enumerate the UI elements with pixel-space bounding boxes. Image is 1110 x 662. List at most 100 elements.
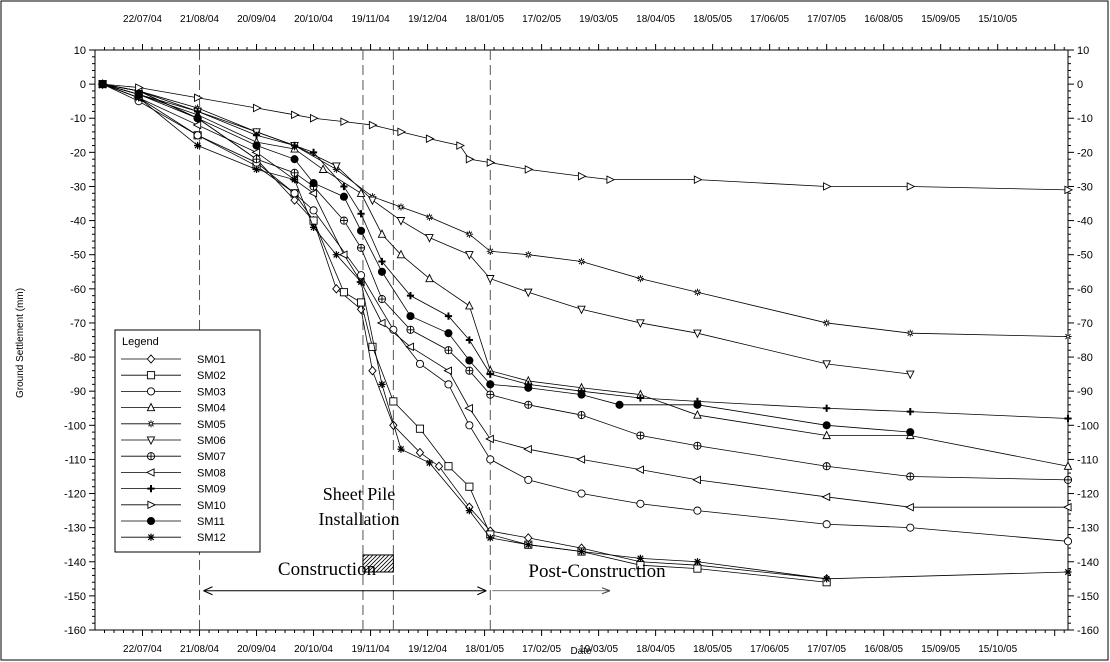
data-point-sm02 [368,342,377,351]
y-tick-label-left: -140 [64,557,86,569]
data-point-sm09 [194,107,202,116]
data-point-sm07 [524,401,532,409]
data-point-sm10 [135,83,144,92]
y-tick-label-left: -80 [70,352,86,364]
x-tick-label-top: 15/09/05 [921,14,960,25]
y-tick-label-left: -60 [70,284,86,296]
y-tick-label-right: -140 [1077,557,1099,569]
x-tick-label-bottom: 17/07/05 [807,644,846,655]
post-construction-label: Post-Construction [528,561,666,582]
data-point-sm08 [821,492,831,502]
data-point-sm04 [425,273,434,283]
data-point-sm06 [905,370,915,380]
data-point-sm04 [318,164,328,173]
x-tick-label-top: 19/03/05 [579,14,618,25]
data-point-sm02 [444,462,453,471]
x-tick-label-top: 18/04/05 [636,14,675,25]
data-point-sm10 [693,175,703,184]
data-point-sm03 [465,421,474,430]
data-point-sm11 [377,267,387,276]
series-sm07 [98,80,1073,484]
data-point-sm08 [192,120,202,130]
data-point-sm12 [1064,568,1072,576]
legend-marker-sm07 [147,452,155,460]
data-point-sm01 [389,420,398,431]
data-point-sm09 [252,131,261,139]
data-point-sm03 [577,489,586,498]
data-point-sm03 [486,455,495,464]
x-tick-label-bottom: 20/09/04 [237,644,276,655]
y-tick-label-left: -40 [70,216,86,228]
legend-label-sm08: SM08 [197,467,226,479]
x-tick-label-bottom: 21/08/04 [180,644,219,655]
y-tick-label-right: -10 [1077,113,1093,125]
legend-label-sm01: SM01 [197,354,226,366]
x-tick-label-top: 20/09/04 [237,14,276,25]
data-point-sm07 [357,244,365,252]
x-tick-label-bottom: 19/11/04 [351,644,390,655]
data-point-sm06 [465,251,474,260]
data-point-sm12 [486,534,494,542]
y-tick-label-right: -90 [1077,386,1093,398]
legend-marker-sm01 [146,354,156,364]
y-tick-label-left: -20 [70,147,86,159]
data-point-sm03 [693,506,702,515]
data-point-sm08 [251,148,261,157]
data-point-sm12 [135,94,143,102]
y-tick-label-left: -30 [70,181,86,193]
construction-arrowhead-left [203,586,213,596]
data-point-sm12 [309,223,318,232]
data-point-sm10 [524,165,534,174]
data-point-sm03 [290,189,299,198]
legend-label-sm03: SM03 [197,386,226,398]
x-tick-label-top: 20/10/04 [294,14,333,25]
legend-label-sm02: SM02 [197,370,226,382]
y-tick-label-left: -110 [65,454,86,466]
data-point-sm11 [577,390,586,399]
data-point-sm03 [193,131,202,140]
data-point-sm10 [340,117,350,126]
data-point-sm03 [1063,537,1073,546]
legend-label-sm12: SM12 [197,532,226,544]
sheet-pile-label-line2: Installation [319,509,400,529]
data-point-sm02 [339,288,349,297]
x-tick-label-top: 19/12/04 [408,14,447,25]
legend-label-sm07: SM07 [197,451,226,463]
data-point-sm08 [308,188,318,198]
series-sm11 [98,80,915,437]
data-point-sm01 [368,365,377,376]
x-tick-label-top: 17/06/05 [750,14,789,25]
y-tick-label-left: -100 [64,420,86,432]
y-tick-label-right: -120 [1077,489,1099,501]
data-point-sm09 [1064,414,1072,423]
series-line-sm05 [102,83,1069,337]
y-tick-label-left: -90 [70,386,86,398]
x-tick-label-bottom: 15/09/05 [921,644,960,655]
y-tick-label-right: -20 [1077,147,1093,159]
data-point-sm06 [577,305,586,315]
x-tick-label-bottom: 16/08/05 [864,644,903,655]
series-line-sm08 [102,83,1068,508]
x-tick-label-top: 17/07/05 [807,14,846,25]
data-point-sm11 [693,400,702,409]
data-point-sm05 [399,205,403,209]
x-tick-label-bottom: 19/12/04 [408,644,447,655]
data-point-sm07 [577,411,586,419]
construction-label: Construction [278,559,377,580]
y-axis-label: Ground Settlement (mm) [15,288,26,398]
data-point-sm10 [486,158,496,167]
data-point-sm07 [378,295,386,303]
x-tick-label-bottom: 17/02/05 [522,644,561,655]
data-point-sm08 [443,366,453,376]
data-point-sm07 [444,346,453,354]
data-point-sm09 [378,257,386,266]
legend-label-sm11: SM11 [197,516,225,528]
y-tick-label-right: -60 [1077,284,1093,296]
data-point-sm06 [636,319,645,329]
legend-marker-sm02 [146,371,156,380]
data-point-sm04 [356,188,366,197]
sheet-pile-period-box [362,554,394,573]
data-point-sm11 [465,356,474,365]
data-point-sm04 [693,409,702,419]
series-sm04 [98,79,1073,470]
